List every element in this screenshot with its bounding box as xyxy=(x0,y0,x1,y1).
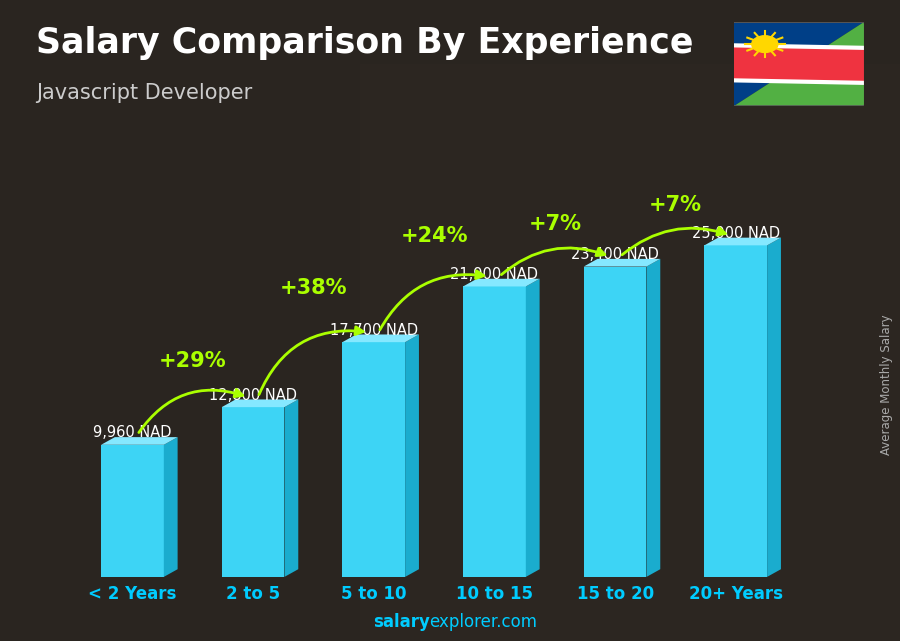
Text: 9,960 NAD: 9,960 NAD xyxy=(94,425,172,440)
Text: Salary Comparison By Experience: Salary Comparison By Experience xyxy=(36,26,693,60)
Text: +7%: +7% xyxy=(528,214,581,234)
Polygon shape xyxy=(767,238,781,577)
Polygon shape xyxy=(734,22,864,106)
Polygon shape xyxy=(221,407,284,577)
Text: +38%: +38% xyxy=(280,278,347,298)
Text: Average Monthly Salary: Average Monthly Salary xyxy=(880,314,893,455)
Text: 17,700 NAD: 17,700 NAD xyxy=(329,322,418,338)
Polygon shape xyxy=(284,399,298,577)
Polygon shape xyxy=(734,47,864,81)
Text: 12,800 NAD: 12,800 NAD xyxy=(209,388,297,403)
Polygon shape xyxy=(705,238,781,246)
Bar xyxy=(360,64,900,641)
Polygon shape xyxy=(705,246,767,577)
Text: +7%: +7% xyxy=(649,196,702,215)
Text: 23,400 NAD: 23,400 NAD xyxy=(572,247,659,262)
Polygon shape xyxy=(646,259,661,577)
Polygon shape xyxy=(734,22,864,106)
Text: +29%: +29% xyxy=(159,351,227,370)
Polygon shape xyxy=(342,335,418,342)
Polygon shape xyxy=(526,279,540,577)
Text: 21,900 NAD: 21,900 NAD xyxy=(450,267,538,282)
Polygon shape xyxy=(584,259,661,267)
Polygon shape xyxy=(342,342,405,577)
Circle shape xyxy=(752,36,778,53)
Polygon shape xyxy=(101,437,177,445)
Text: +24%: +24% xyxy=(400,226,468,246)
Polygon shape xyxy=(221,399,298,407)
Polygon shape xyxy=(464,287,526,577)
Text: 25,000 NAD: 25,000 NAD xyxy=(692,226,779,241)
Polygon shape xyxy=(101,445,164,577)
Text: salary: salary xyxy=(374,613,430,631)
Polygon shape xyxy=(734,44,864,85)
Text: explorer.com: explorer.com xyxy=(429,613,537,631)
Polygon shape xyxy=(405,335,418,577)
Polygon shape xyxy=(164,437,177,577)
Polygon shape xyxy=(584,267,646,577)
Polygon shape xyxy=(464,279,540,287)
Text: Javascript Developer: Javascript Developer xyxy=(36,83,252,103)
